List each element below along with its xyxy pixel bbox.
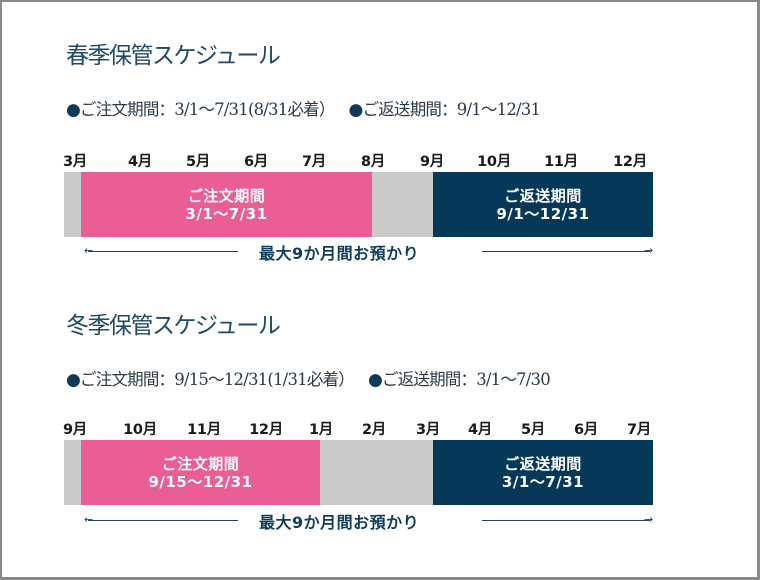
month-label: 6月 [574, 422, 598, 438]
month-label: 8月 [361, 154, 385, 170]
month-label: 10月 [123, 422, 157, 438]
month-label: 4月 [128, 154, 152, 170]
month-label: 11月 [544, 154, 578, 170]
spring-schedule-title: 春季保管スケジュール [66, 43, 281, 69]
spring-order-period-text: ご注文期間：3/1～7/31(8/31必着） [80, 100, 335, 119]
idle-segment [372, 172, 433, 237]
spring-order-period-block: ご注文期間 3/1～7/31 [81, 172, 372, 237]
month-label: 7月 [627, 422, 651, 438]
order-block-label: ご注文期間 [187, 186, 266, 205]
month-label: 5月 [186, 154, 210, 170]
spring-return-period-block: ご返送期間 9/1～12/31 [433, 172, 653, 237]
winter-period-summary: ●ご注文期間：9/15～12/31(1/31必着） ●ご返送期間：3/1～7/30 [66, 366, 551, 390]
month-label: 10月 [477, 154, 511, 170]
month-label: 7月 [302, 154, 326, 170]
arrow-left-icon: ← [84, 514, 93, 526]
spring-max-storage-label: 最大9か月間お預かり [259, 244, 420, 263]
bullet-icon: ● [66, 370, 81, 390]
winter-schedule-title: 冬季保管スケジュール [66, 313, 281, 339]
spring-timeline-bar: ご注文期間 3/1～7/31 ご返送期間 9/1～12/31 [64, 172, 653, 237]
span-line-right [482, 520, 650, 521]
winter-return-period-block: ご返送期間 3/1～7/31 [433, 440, 653, 505]
month-label: 9月 [420, 154, 444, 170]
spring-return-period-text: ご返送期間：9/1～12/31 [362, 100, 541, 119]
idle-segment [320, 440, 433, 505]
bullet-icon: ● [66, 100, 81, 120]
return-block-label: ご返送期間 [504, 454, 582, 473]
month-label: 3月 [63, 154, 87, 170]
spring-period-summary: ●ご注文期間：3/1～7/31(8/31必着） ●ご返送期間：9/1～12/31 [66, 96, 541, 120]
span-line-right [482, 251, 650, 252]
month-label: 3月 [416, 422, 440, 438]
order-block-range: 9/15～12/31 [148, 472, 253, 491]
order-block-range: 3/1～7/31 [185, 204, 268, 223]
return-block-range: 3/1～7/31 [501, 472, 585, 491]
month-label: 12月 [249, 422, 283, 438]
idle-segment [64, 172, 81, 237]
month-label: 6月 [244, 154, 268, 170]
winter-order-period-block: ご注文期間 9/15～12/31 [81, 440, 320, 505]
month-label: 4月 [468, 422, 492, 438]
winter-order-period-text: ご注文期間：9/15～12/31(1/31必着） [80, 370, 355, 389]
month-label: 12月 [613, 154, 647, 170]
return-block-range: 9/1～12/31 [496, 204, 590, 223]
arrow-right-icon: → [644, 513, 654, 526]
spring-storage-span: ← 最大9か月間お預かり → [84, 240, 654, 264]
month-label: 9月 [63, 422, 87, 438]
month-label: 5月 [521, 422, 545, 438]
order-block-label: ご注文期間 [161, 454, 240, 473]
arrow-right-icon: → [644, 244, 654, 257]
span-line-left [88, 251, 238, 252]
winter-timeline-bar: ご注文期間 9/15～12/31 ご返送期間 3/1～7/31 [64, 440, 653, 505]
month-label: 1月 [309, 422, 333, 438]
month-label: 11月 [187, 422, 221, 438]
winter-return-period-text: ご返送期間：3/1～7/30 [382, 370, 551, 389]
bullet-icon: ● [367, 370, 383, 390]
bullet-icon: ● [348, 100, 364, 120]
return-block-label: ご返送期間 [504, 186, 582, 205]
arrow-left-icon: ← [84, 245, 93, 257]
month-label: 2月 [362, 422, 386, 438]
winter-storage-span: ← 最大9か月間お預かり → [84, 509, 654, 533]
winter-max-storage-label: 最大9か月間お預かり [259, 513, 420, 532]
span-line-left [88, 520, 238, 521]
idle-segment [64, 440, 81, 505]
